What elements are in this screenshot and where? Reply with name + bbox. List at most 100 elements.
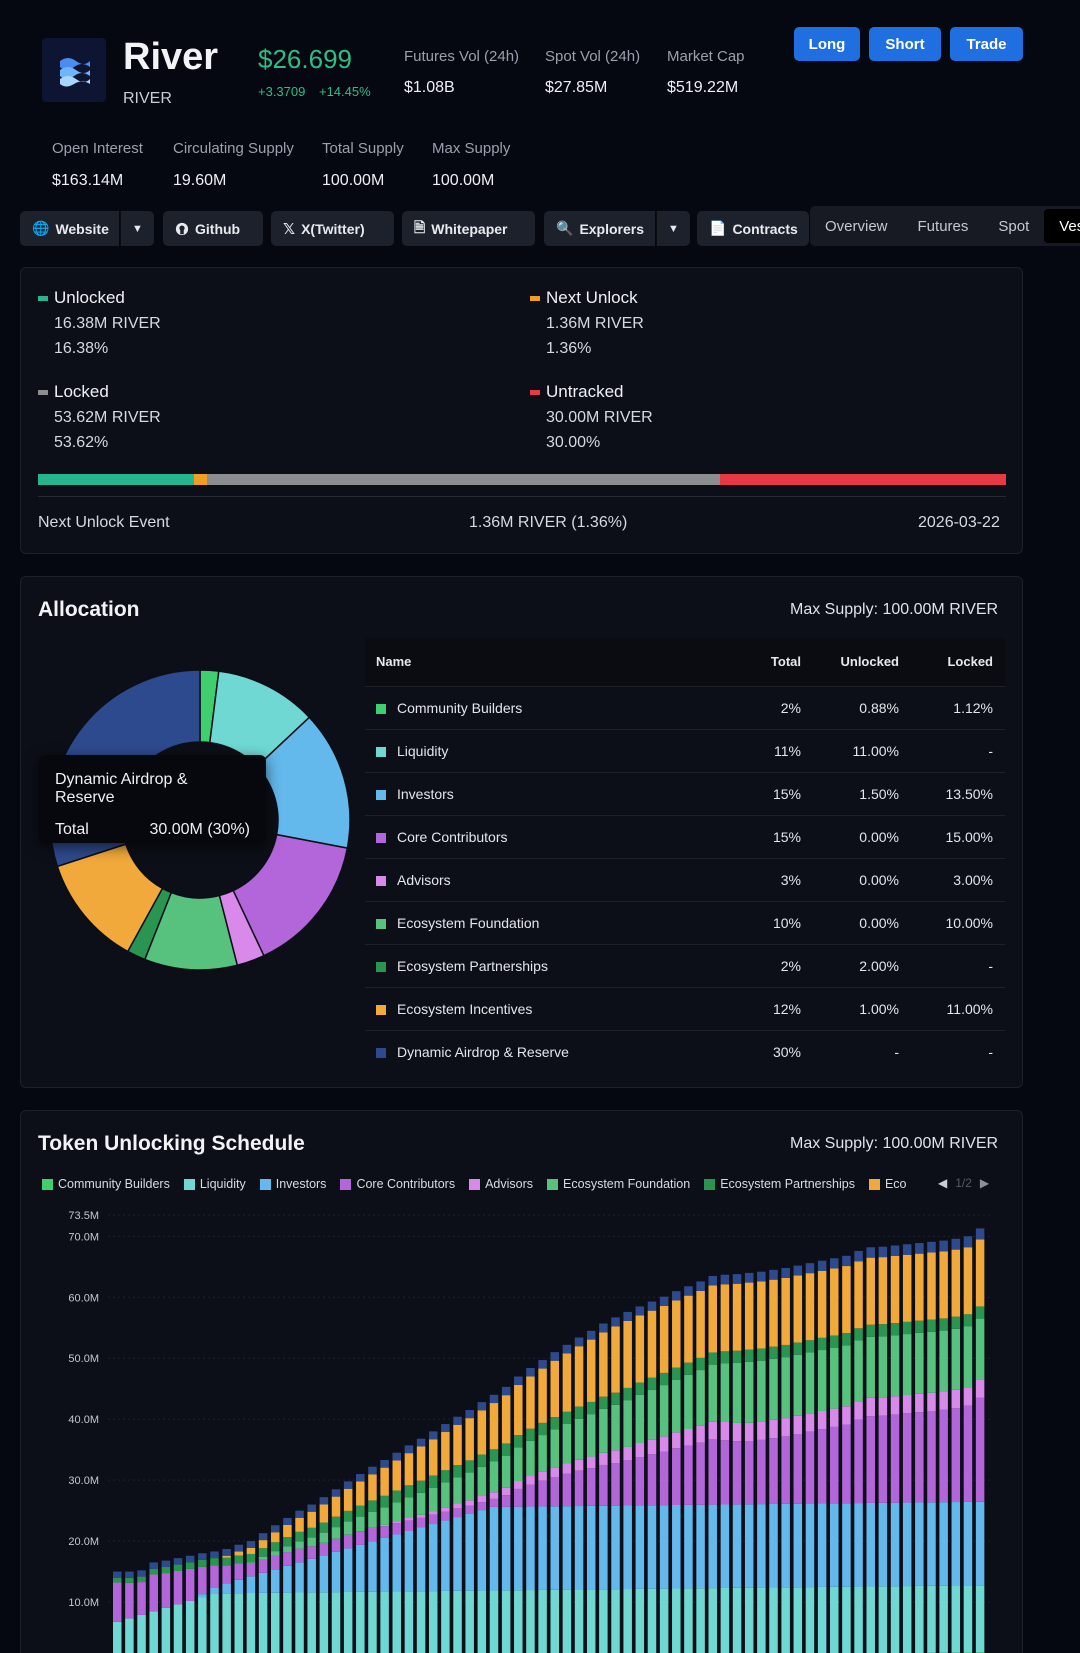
bar-segment[interactable] xyxy=(234,1555,244,1564)
bar-segment[interactable] xyxy=(477,1466,487,1496)
bar-segment[interactable] xyxy=(246,1593,256,1653)
bar-segment[interactable] xyxy=(720,1587,730,1653)
bar-segment[interactable] xyxy=(963,1247,973,1315)
bar-segment[interactable] xyxy=(623,1460,632,1506)
bar-segment[interactable] xyxy=(161,1566,171,1574)
bar-segment[interactable] xyxy=(781,1436,790,1504)
bar-segment[interactable] xyxy=(222,1555,231,1558)
bar-segment[interactable] xyxy=(927,1392,936,1411)
bar-segment[interactable] xyxy=(441,1470,450,1483)
bar-segment[interactable] xyxy=(465,1418,474,1461)
bar-segment[interactable] xyxy=(125,1577,134,1583)
bar-segment[interactable] xyxy=(805,1263,815,1274)
bar-segment[interactable] xyxy=(696,1442,705,1505)
bar-segment[interactable] xyxy=(113,1571,122,1578)
bar-segment[interactable] xyxy=(270,1525,280,1533)
bar-segment[interactable] xyxy=(538,1506,547,1590)
bar-segment[interactable] xyxy=(672,1367,681,1380)
bar-segment[interactable] xyxy=(975,1306,985,1319)
bar-segment[interactable] xyxy=(258,1572,268,1593)
bar-segment[interactable] xyxy=(526,1367,535,1377)
bar-segment[interactable] xyxy=(793,1503,803,1588)
bar-segment[interactable] xyxy=(270,1532,280,1543)
bar-segment[interactable] xyxy=(173,1604,183,1653)
bar-segment[interactable] xyxy=(441,1590,450,1653)
bar-segment[interactable] xyxy=(878,1586,888,1653)
bar-segment[interactable] xyxy=(866,1586,875,1653)
bar-segment[interactable] xyxy=(562,1411,572,1424)
tab-overview[interactable]: Overview xyxy=(825,217,888,235)
bar-segment[interactable] xyxy=(514,1447,523,1482)
bar-segment[interactable] xyxy=(538,1368,547,1423)
bar-segment[interactable] xyxy=(210,1558,219,1566)
bar-segment[interactable] xyxy=(258,1559,268,1573)
bar-segment[interactable] xyxy=(210,1565,219,1588)
bar-segment[interactable] xyxy=(599,1464,608,1506)
bar-segment[interactable] xyxy=(258,1533,268,1541)
tab-spot[interactable]: Spot xyxy=(998,217,1030,235)
bar-segment[interactable] xyxy=(805,1352,815,1414)
bar-segment[interactable] xyxy=(428,1511,438,1515)
tab-futures[interactable]: Futures xyxy=(917,217,969,235)
bar-segment[interactable] xyxy=(902,1413,912,1503)
twitter-link[interactable]: 𝕏 X(Twitter) xyxy=(271,211,394,246)
bar-segment[interactable] xyxy=(684,1374,693,1430)
bar-segment[interactable] xyxy=(501,1487,511,1496)
bar-segment[interactable] xyxy=(149,1574,158,1612)
bar-segment[interactable] xyxy=(270,1592,280,1653)
bar-segment[interactable] xyxy=(550,1360,560,1418)
bar-segment[interactable] xyxy=(550,1589,560,1653)
bar-segment[interactable] xyxy=(550,1506,560,1590)
bar-segment[interactable] xyxy=(757,1587,766,1653)
bar-segment[interactable] xyxy=(647,1439,657,1455)
bar-segment[interactable] xyxy=(975,1501,985,1586)
bar-segment[interactable] xyxy=(222,1565,231,1584)
bar-segment[interactable] xyxy=(392,1591,402,1653)
bar-segment[interactable] xyxy=(356,1591,365,1653)
bar-segment[interactable] xyxy=(599,1323,608,1333)
bar-segment[interactable] xyxy=(708,1439,717,1505)
bar-segment[interactable] xyxy=(805,1273,815,1341)
bar-segment[interactable] xyxy=(781,1418,790,1437)
bar-segment[interactable] xyxy=(356,1481,365,1506)
bar-segment[interactable] xyxy=(222,1593,231,1653)
table-row[interactable]: Community Builders 2% 0.88% 1.12% xyxy=(365,685,1005,729)
bar-segment[interactable] xyxy=(659,1296,669,1306)
bar-segment[interactable] xyxy=(939,1391,948,1410)
bar-segment[interactable] xyxy=(866,1324,875,1337)
bar-segment[interactable] xyxy=(732,1422,742,1442)
bar-segment[interactable] xyxy=(295,1548,304,1563)
bar-segment[interactable] xyxy=(404,1520,414,1531)
bar-segment[interactable] xyxy=(477,1410,487,1455)
bar-segment[interactable] xyxy=(526,1590,535,1653)
whitepaper-link[interactable]: 🗎 Whitepaper xyxy=(402,211,535,246)
bar-segment[interactable] xyxy=(380,1526,389,1538)
tab-vesting[interactable]: Vest xyxy=(1044,209,1080,243)
bar-segment[interactable] xyxy=(368,1541,377,1592)
bar-segment[interactable] xyxy=(343,1488,353,1511)
bar-segment[interactable] xyxy=(866,1247,875,1258)
bar-segment[interactable] xyxy=(975,1379,985,1398)
bar-segment[interactable] xyxy=(817,1429,827,1504)
bar-segment[interactable] xyxy=(501,1455,511,1488)
bar-segment[interactable] xyxy=(939,1240,948,1252)
bar-segment[interactable] xyxy=(368,1466,377,1475)
bar-segment[interactable] xyxy=(769,1279,778,1347)
bar-segment[interactable] xyxy=(331,1489,341,1497)
bar-segment[interactable] xyxy=(915,1412,924,1503)
bar-segment[interactable] xyxy=(368,1511,377,1528)
bar-segment[interactable] xyxy=(963,1236,973,1248)
bar-segment[interactable] xyxy=(392,1452,402,1461)
bar-segment[interactable] xyxy=(526,1506,535,1591)
bar-segment[interactable] xyxy=(586,1401,596,1415)
bar-segment[interactable] xyxy=(915,1393,924,1413)
bar-segment[interactable] xyxy=(550,1467,560,1478)
next-page-icon[interactable]: ▶ xyxy=(979,1176,990,1190)
bar-segment[interactable] xyxy=(915,1332,924,1394)
bar-segment[interactable] xyxy=(635,1505,645,1589)
bar-segment[interactable] xyxy=(830,1408,839,1427)
bar-segment[interactable] xyxy=(453,1508,462,1518)
bar-segment[interactable] xyxy=(380,1591,389,1653)
bar-segment[interactable] xyxy=(307,1558,316,1593)
bar-segment[interactable] xyxy=(805,1413,815,1432)
